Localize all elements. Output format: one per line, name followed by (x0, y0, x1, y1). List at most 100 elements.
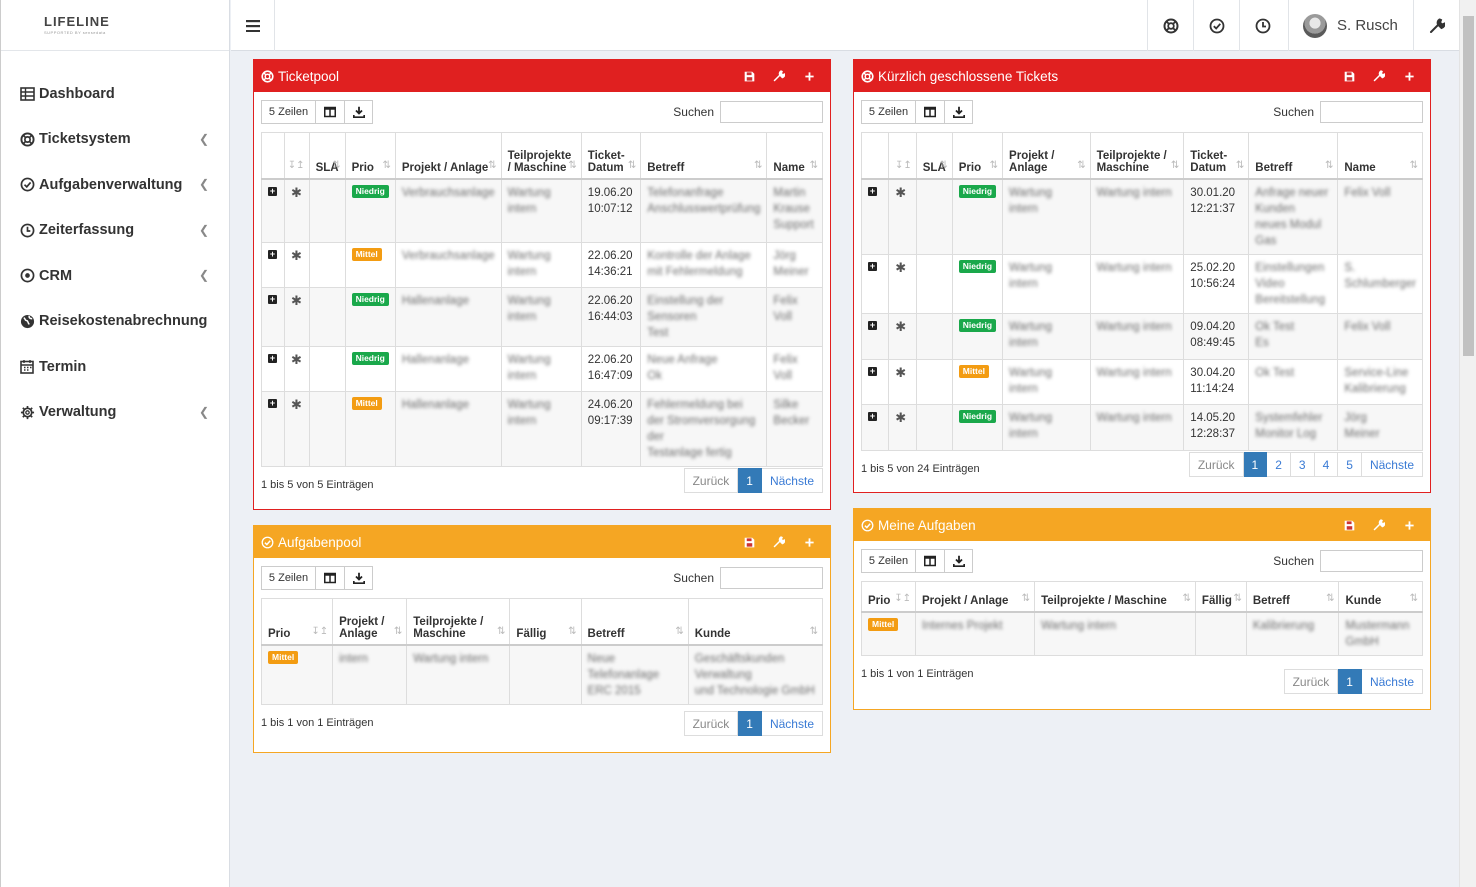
page-button-1[interactable]: 1 (738, 711, 762, 736)
expand-icon[interactable]: + (868, 319, 877, 330)
wrench-icon[interactable] (764, 70, 794, 82)
search-input[interactable] (720, 567, 823, 589)
page-button-3[interactable]: 3 (1290, 452, 1315, 477)
columns-button[interactable] (316, 566, 345, 590)
sort-icon[interactable]: ⇅ (1235, 159, 1245, 171)
column-header[interactable]: Fällig ⇅ (509, 598, 582, 646)
next-page-button[interactable]: Nächste (761, 468, 823, 493)
column-header[interactable]: Projekt / Anlage ⇅ (1002, 132, 1091, 180)
sidebar-item-ticketsystem[interactable]: Ticketsystem ❮ (1, 117, 229, 163)
user-menu[interactable]: S. Rusch (1288, 0, 1413, 51)
table-row[interactable]: + ✱ Niedrig Hallenanlage Wartung intern 22.06… (261, 287, 823, 347)
sort-icon[interactable]: ⇅ (675, 625, 684, 637)
sort-icon[interactable]: ⇅ (568, 159, 577, 171)
prev-page-button[interactable]: Zurück (1188, 452, 1244, 477)
column-header[interactable]: Prio ↧↥ (260, 598, 334, 646)
column-header[interactable]: SLA ⇅ (308, 132, 346, 180)
column-header[interactable]: ↧↥ (888, 132, 917, 180)
tasks-shortcut-button[interactable] (1193, 0, 1239, 51)
sort-icon[interactable]: ↧↥ (894, 592, 911, 604)
tickets-shortcut-button[interactable] (1147, 0, 1193, 51)
sort-icon[interactable]: ⇅ (497, 625, 506, 637)
table-row[interactable]: Mittel Internes Projekt Wartung intern Kali… (861, 611, 1423, 656)
expand-icon[interactable]: + (868, 365, 877, 376)
expand-cell[interactable]: + (261, 346, 285, 392)
prev-page-button[interactable]: Zurück (1283, 669, 1339, 694)
column-header[interactable]: Teilprojekte / Maschine ⇅ (500, 132, 582, 180)
column-header[interactable]: Teilprojekte / Maschine ⇅ (406, 598, 511, 646)
page-button-5[interactable]: 5 (1338, 452, 1362, 477)
column-header[interactable]: Projekt / Anlage ⇅ (332, 598, 408, 646)
download-button[interactable] (945, 549, 973, 573)
expand-icon[interactable]: + (868, 185, 877, 196)
column-header[interactable]: Teilprojekte / Maschine ⇅ (1089, 132, 1185, 180)
sidebar-item-reisekostenabrechnung[interactable]: Reisekostenabrechnung (1, 299, 229, 345)
sort-icon[interactable]: ⇅ (1182, 592, 1191, 604)
expand-cell[interactable]: + (860, 403, 890, 451)
sort-icon[interactable]: ⇅ (1233, 592, 1242, 604)
column-header[interactable]: Ticket-Datum ⇅ (580, 132, 642, 180)
sort-icon[interactable]: ⇅ (393, 625, 403, 637)
search-input[interactable] (1320, 101, 1423, 123)
page-button-1[interactable]: 1 (1243, 452, 1268, 477)
page-button-1[interactable]: 1 (738, 468, 762, 493)
sidebar-item-zeiterfassung[interactable]: Zeiterfassung ❮ (1, 208, 229, 254)
column-header[interactable]: Kunde ⇅ (1338, 581, 1423, 613)
expand-cell[interactable]: + (860, 358, 890, 405)
search-input[interactable] (720, 101, 823, 123)
sort-icon[interactable]: ⇅ (1324, 159, 1334, 171)
wrench-icon[interactable] (1364, 519, 1394, 531)
column-header[interactable]: Name ⇅ (766, 132, 823, 180)
sort-icon[interactable]: ⇅ (1021, 592, 1031, 604)
columns-button[interactable] (316, 100, 345, 124)
table-row[interactable]: + ✱ Mittel Hallenanlage Wartung intern 24.06.… (261, 391, 823, 467)
table-row[interactable]: + ✱ Niedrig Verbrauchsanlage Wartung intern 1… (261, 178, 823, 243)
column-header[interactable]: Ticket-Datum ⇅ (1183, 132, 1250, 180)
prev-page-button[interactable]: Zurück (683, 468, 739, 493)
table-row[interactable]: + ✱ Mittel Verbrauchsanlage Wartung intern 22… (261, 242, 823, 288)
expand-cell[interactable]: + (261, 287, 285, 347)
sort-icon[interactable]: ⇅ (1409, 159, 1418, 171)
rows-per-page-button[interactable]: 5 Zeilen (861, 549, 916, 573)
time-shortcut-button[interactable] (1239, 0, 1285, 51)
page-button-1[interactable]: 1 (1338, 669, 1362, 694)
next-page-button[interactable]: Nächste (761, 711, 823, 736)
expand-icon[interactable]: + (268, 353, 277, 363)
page-button-2[interactable]: 2 (1267, 452, 1291, 477)
table-row[interactable]: Mittel intern Wartung intern Neue Telefonan… (260, 644, 824, 705)
sort-icon[interactable]: ⇅ (754, 159, 763, 171)
prev-page-button[interactable]: Zurück (683, 711, 739, 736)
download-button[interactable] (945, 100, 973, 124)
column-header[interactable]: Prio ⇅ (951, 132, 1004, 180)
sort-icon[interactable]: ⇅ (1409, 592, 1418, 604)
expand-icon[interactable]: + (268, 398, 277, 408)
sort-icon[interactable]: ⇅ (939, 159, 948, 171)
column-header[interactable]: Prio ↧↥ (861, 581, 916, 613)
sort-icon[interactable]: ⇅ (568, 625, 577, 637)
sort-icon[interactable]: ⇅ (1326, 592, 1335, 604)
sort-icon[interactable]: ↧↥ (311, 625, 329, 637)
sort-icon[interactable]: ⇅ (488, 159, 497, 171)
expand-icon[interactable]: + (868, 260, 877, 271)
table-row[interactable]: + ✱ Niedrig Hallenanlage Wartung intern 22.06… (261, 346, 823, 392)
expand-cell[interactable]: + (860, 312, 890, 360)
column-header[interactable]: SLA ⇅ (915, 132, 953, 180)
column-header[interactable]: Projekt / Anlage ⇅ (914, 581, 1036, 613)
table-row[interactable]: + ✱ Niedrig Wartung intern Wartung intern 14.… (860, 403, 1423, 451)
table-row[interactable]: + ✱ Mittel Wartung intern Wartung intern 30.0… (860, 358, 1423, 405)
column-header[interactable]: Projekt / Anlage ⇅ (394, 132, 502, 180)
add-icon[interactable] (1394, 519, 1424, 531)
sort-icon[interactable]: ⇅ (332, 159, 341, 171)
add-icon[interactable] (1394, 70, 1424, 82)
sidebar-item-termin[interactable]: Termin (1, 344, 229, 390)
expand-icon[interactable]: + (868, 410, 877, 421)
scrollbar-thumb[interactable] (1463, 16, 1474, 356)
download-button[interactable] (345, 566, 373, 590)
sidebar-item-aufgabenverwaltung[interactable]: Aufgabenverwaltung ❮ (1, 162, 229, 208)
column-header[interactable]: Prio ⇅ (344, 132, 396, 180)
column-header[interactable]: Fällig ⇅ (1194, 581, 1247, 613)
page-button-4[interactable]: 4 (1314, 452, 1339, 477)
column-header[interactable]: Betreff ⇅ (1248, 132, 1339, 180)
sort-icon[interactable]: ⇅ (809, 625, 818, 637)
sort-icon[interactable]: ⇅ (1077, 159, 1086, 171)
